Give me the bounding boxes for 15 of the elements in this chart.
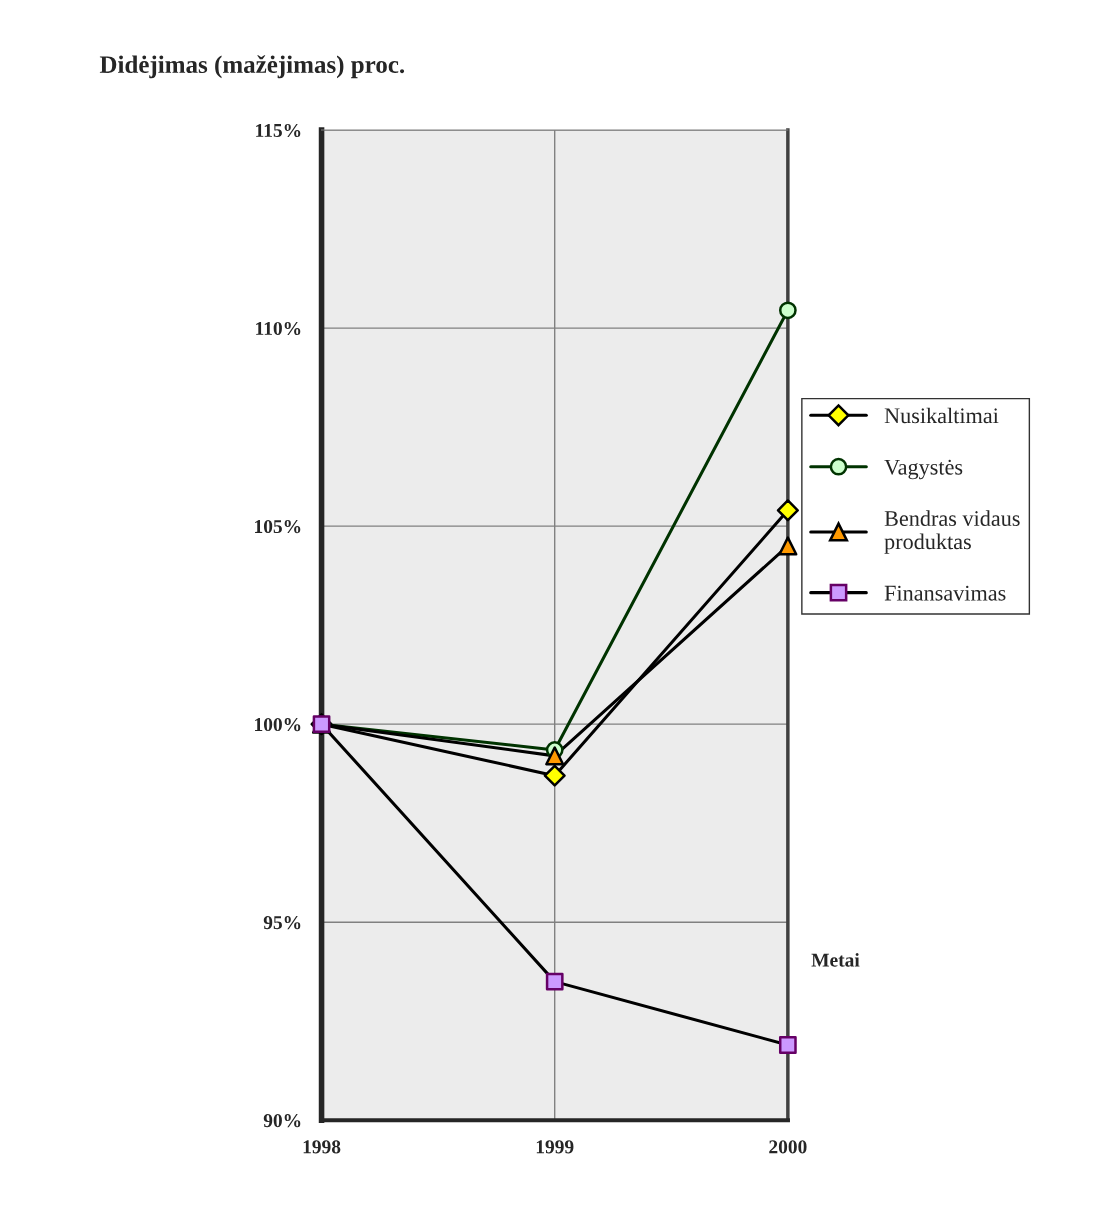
- y-tick-label: 105%: [255, 519, 301, 534]
- legend-label: Nusikaltimai: [884, 407, 999, 424]
- legend-label: Vagystės: [884, 459, 963, 480]
- x-axis-title: Metai: [811, 953, 860, 967]
- x-tick-label: 1999: [536, 1140, 574, 1154]
- y-axis-title: Didėjimas (mažėjimas) proc.: [99, 55, 405, 79]
- legend-label: Bendras vidaus produktas: [884, 510, 1020, 554]
- legend-label: Finansavimas: [884, 585, 1006, 601]
- y-tick-label: 90%: [263, 1114, 301, 1128]
- x-tick-label: 1998: [303, 1140, 341, 1154]
- y-tick-label: 110%: [256, 321, 301, 336]
- x-tick-label: 2000: [769, 1140, 807, 1154]
- y-tick-label: 100%: [255, 717, 301, 732]
- y-tick-label: 95%: [263, 916, 301, 930]
- y-tick-label: 115%: [256, 123, 301, 138]
